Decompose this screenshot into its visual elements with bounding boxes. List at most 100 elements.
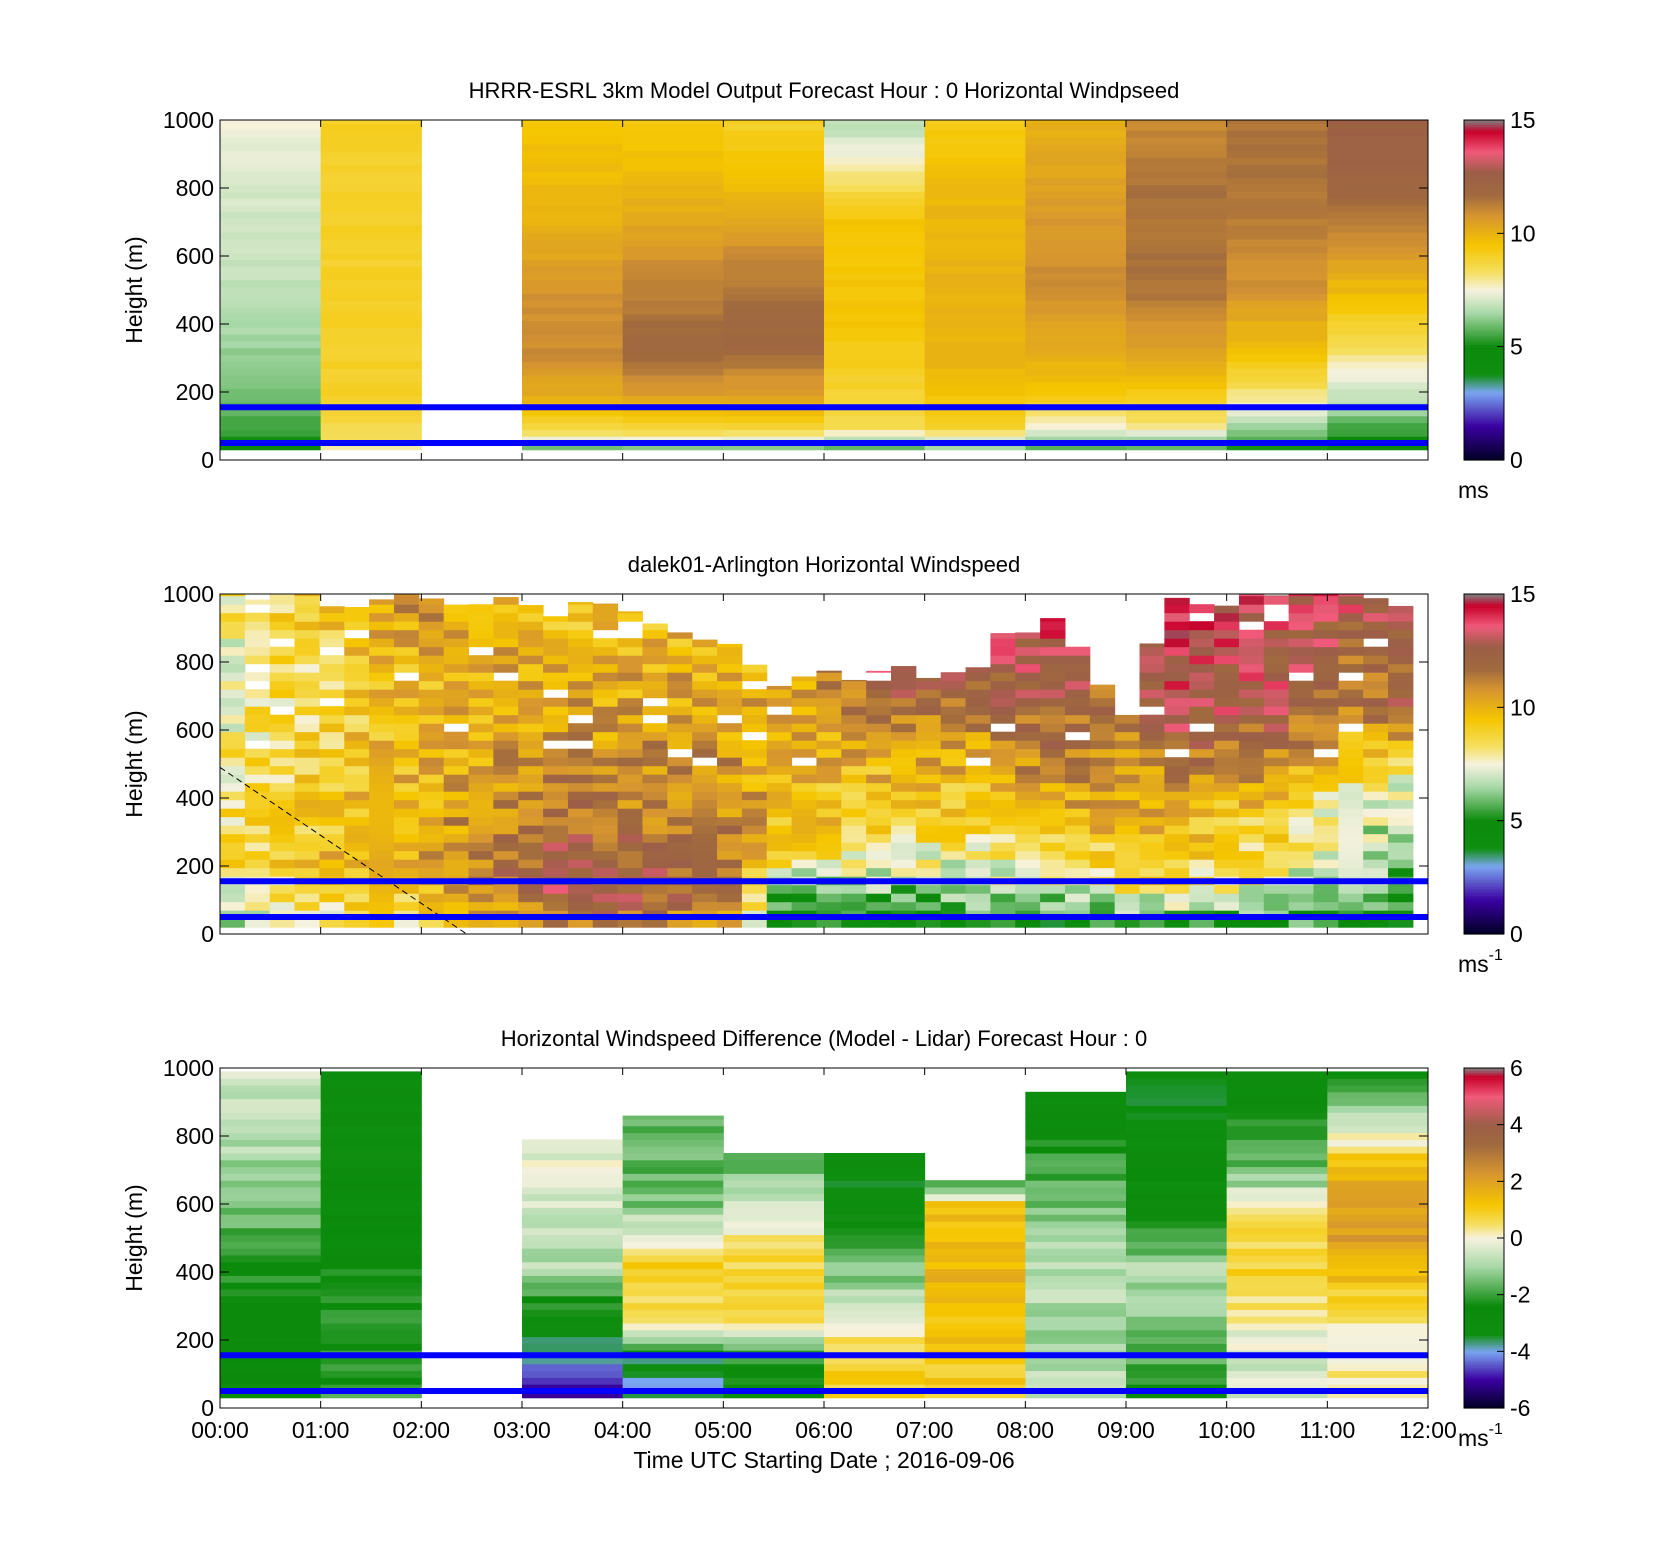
heatmap-cell [1363,825,1389,835]
colorbar-swatch [1464,450,1504,454]
heatmap-cell [320,1146,422,1154]
heatmap-cell [1226,1268,1328,1276]
heatmap-cell [220,120,322,124]
heatmap-cell [891,884,917,894]
heatmap-cell [1313,893,1339,903]
heatmap-cell [1226,218,1328,226]
colorbar-swatch [1464,1215,1504,1219]
heatmap-cell [1338,638,1364,648]
heatmap-cell [723,1316,825,1324]
heatmap-cell [1226,1180,1328,1188]
colorbar-swatch [1464,360,1504,364]
chart-title: HRRR-ESRL 3km Model Output Forecast Hour… [469,78,1180,103]
heatmap-cell [220,1357,322,1365]
heatmap-cell [1089,774,1116,784]
heatmap-cell [269,714,296,724]
heatmap-cell [692,918,718,928]
heatmap-cell [1040,740,1066,750]
heatmap-cell [924,130,1026,138]
heatmap-cell [723,137,825,145]
heatmap-cell [622,1187,724,1195]
heatmap-cell [622,164,724,172]
heatmap-cell [319,816,345,826]
heatmap-cell [642,623,668,631]
heatmap-cell [915,799,942,809]
heatmap-cell [924,361,1026,369]
heatmap-cell [924,232,1026,240]
heatmap-cell [1189,714,1215,724]
heatmap-cell [622,443,724,451]
heatmap-cell [1327,1275,1429,1283]
heatmap-cell [567,663,594,673]
heatmap-cell [1263,646,1290,656]
heatmap-cell [1089,706,1116,716]
heatmap-cell [642,638,668,648]
heatmap-cell [692,884,718,894]
colorbar-swatch [1464,827,1504,831]
heatmap-cell [642,901,668,911]
heatmap-cell [320,137,422,145]
colorbar-swatch [1464,231,1504,234]
heatmap-cell [518,825,544,835]
heatmap-cell [443,893,470,903]
heatmap-cell [824,211,926,220]
heatmap-cell [717,816,743,826]
heatmap-cell [717,884,743,894]
heatmap-cell [1288,748,1314,758]
heatmap-cell [244,731,271,741]
heatmap-cell [723,1384,825,1392]
colorbar-swatch [1464,192,1504,196]
heatmap-cell [244,672,271,682]
heatmap-cell [1139,731,1165,741]
colorbar-swatch [1464,421,1504,425]
heatmap-cell [567,646,594,656]
heatmap-cell [766,842,793,852]
heatmap-cell [1040,901,1066,911]
heatmap-cell [320,1193,422,1202]
heatmap-cell [1064,714,1091,724]
heatmap-cell [320,381,422,390]
heatmap-cell [320,259,422,267]
heatmap-cell [1388,663,1414,673]
heatmap-cell [1238,816,1265,826]
heatmap-cell [723,232,825,240]
colorbar-swatch [1464,262,1504,266]
heatmap-cell [543,901,569,911]
heatmap-cell [1025,1248,1127,1256]
heatmap-cell [1139,808,1165,818]
heatmap-cell [344,918,370,928]
heatmap-cell [1025,1132,1127,1140]
colorbar-swatch [1464,237,1504,241]
heatmap-cell [1327,1370,1429,1378]
heatmap-cell [393,884,420,894]
heatmap-cell [924,409,1026,417]
heatmap-cell [915,859,942,869]
heatmap-cell [220,436,322,444]
heatmap-cell [1288,833,1314,843]
heatmap-cell [244,842,271,852]
heatmap-cell [1313,723,1339,733]
heatmap-cell [1126,1132,1228,1140]
heatmap-cell [493,706,519,716]
heatmap-cell [924,1248,1026,1256]
heatmap-cell [592,808,619,818]
heatmap-cell [1139,842,1165,852]
heatmap-cell [320,1091,422,1100]
heatmap-cell [667,646,693,656]
heatmap-cell [824,409,926,417]
heatmap-cell [1226,1295,1328,1304]
heatmap-cell [1064,808,1091,818]
heatmap-cell [1164,901,1190,911]
heatmap-cell [717,782,743,792]
heatmap-cell [990,808,1016,818]
heatmap-cell [468,774,494,784]
heatmap-cell [741,850,768,860]
heatmap-cell [518,723,544,733]
heatmap-cell [493,833,519,843]
colorbar-swatch [1464,931,1504,935]
heatmap-cell [965,672,991,682]
heatmap-cell [1015,638,1041,648]
heatmap-cell [443,612,470,622]
heatmap-cell [915,782,942,792]
heatmap-cell [1338,782,1364,792]
